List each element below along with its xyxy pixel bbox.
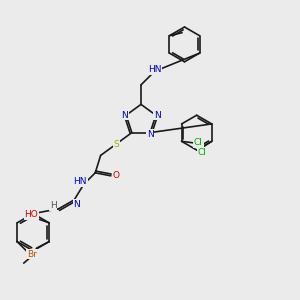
Text: O: O — [31, 250, 38, 259]
Text: Cl: Cl — [197, 148, 206, 157]
Text: H: H — [50, 201, 57, 210]
Text: O: O — [113, 171, 120, 180]
Text: Br: Br — [27, 250, 37, 259]
Text: HN: HN — [74, 177, 87, 186]
Text: N: N — [73, 200, 80, 209]
Text: HN: HN — [148, 65, 161, 74]
Text: S: S — [113, 140, 119, 148]
Text: N: N — [121, 111, 128, 120]
Text: N: N — [154, 111, 161, 120]
Text: HO: HO — [24, 210, 38, 219]
Text: N: N — [147, 130, 154, 139]
Text: Cl: Cl — [194, 138, 203, 147]
